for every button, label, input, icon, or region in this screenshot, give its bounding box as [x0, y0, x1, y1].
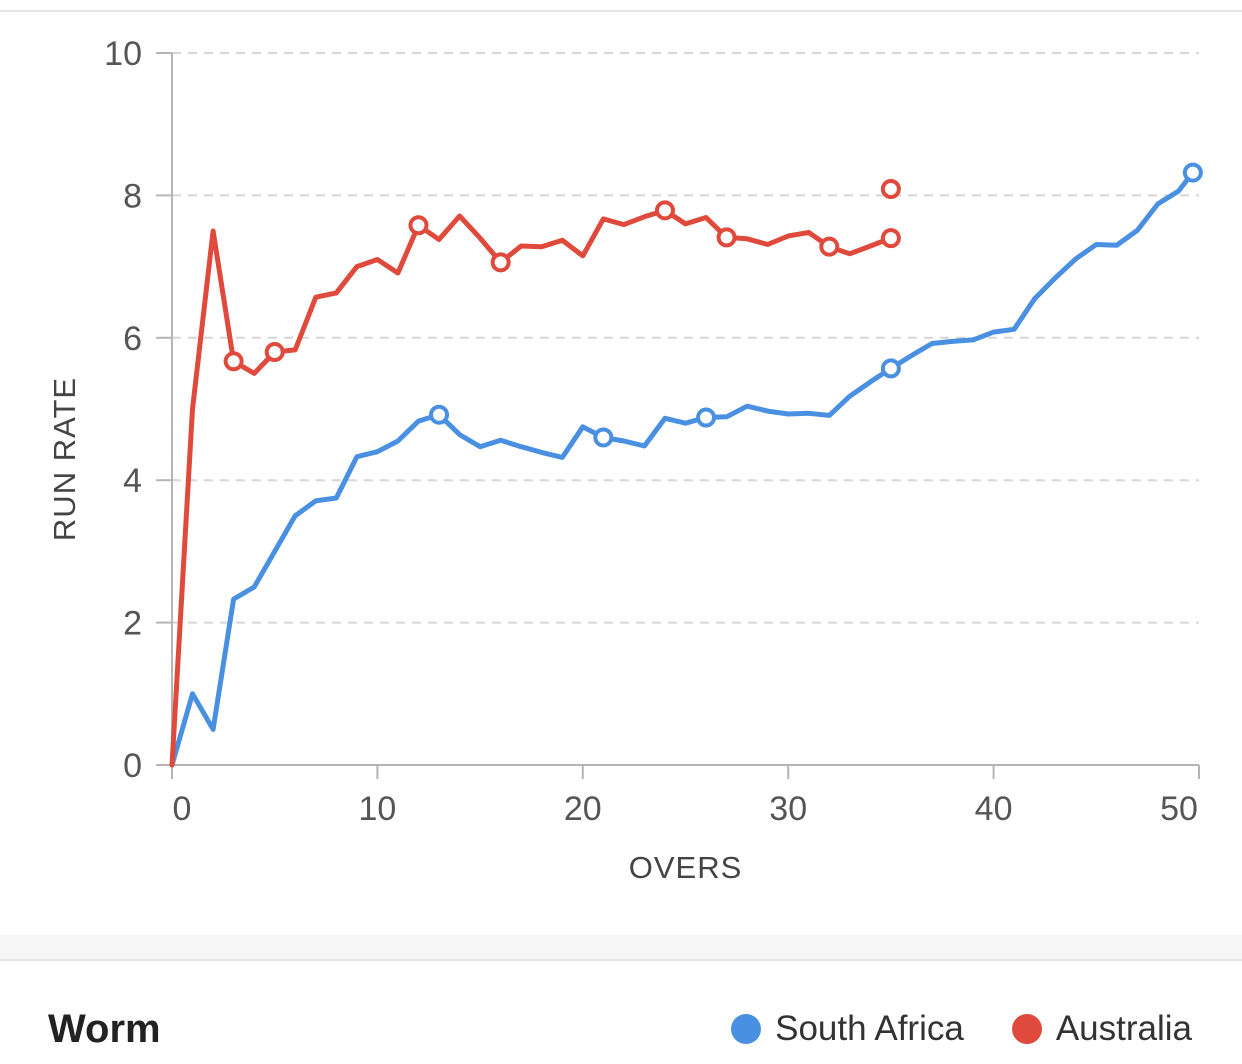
- y-axis-title: RUN RATE: [47, 377, 82, 541]
- y-tick-label: 2: [123, 605, 142, 643]
- series-line-australia: [169, 207, 894, 768]
- wicket-marker: [408, 215, 429, 236]
- wicket-marker: [654, 200, 675, 221]
- chart-title: Worm: [48, 1007, 161, 1051]
- chart-footer: Worm South Africa Australia: [0, 961, 1242, 1064]
- x-tick-label: 40: [975, 790, 1013, 828]
- wicket-marker: [490, 252, 511, 273]
- legend-item-australia[interactable]: Australia: [1011, 1009, 1192, 1049]
- series-line-south-africa: [169, 170, 1196, 768]
- y-tick-label: 4: [123, 462, 142, 500]
- wicket-marker: [264, 342, 285, 363]
- x-tick-label: 0: [173, 790, 192, 828]
- y-tick-label: 8: [123, 177, 142, 215]
- y-tick-label: 0: [123, 747, 142, 785]
- x-tick-label: 30: [769, 790, 807, 828]
- legend-dot-icon: [1011, 1014, 1042, 1044]
- legend: South Africa Australia: [683, 1009, 1192, 1049]
- legend-dot-icon: [731, 1014, 762, 1044]
- wicket-marker: [880, 228, 901, 249]
- top-border: [0, 0, 1242, 12]
- wicket-marker: [223, 351, 244, 372]
- y-tick-label: 10: [104, 35, 142, 73]
- legend-label: South Africa: [775, 1009, 964, 1048]
- chart-svg: 0 2 4 6 8 10 0 10 20 30 40 50 OVERS RUN RATE: [47, 35, 1203, 885]
- wicket-marker: [429, 404, 450, 425]
- wicket-marker: [880, 178, 901, 199]
- legend-item-south-africa[interactable]: South Africa: [731, 1009, 964, 1049]
- wicket-marker: [880, 358, 901, 379]
- y-tick-label: 6: [123, 320, 142, 358]
- x-tick-label: 20: [564, 790, 602, 828]
- wicket-marker: [593, 427, 614, 448]
- x-axis-title: OVERS: [629, 850, 743, 885]
- worm-chart: 0 2 4 6 8 10 0 10 20 30 40 50 OVERS RUN RATE: [47, 35, 1203, 885]
- legend-label: Australia: [1055, 1009, 1192, 1048]
- x-tick-label: 50: [1160, 790, 1198, 828]
- wicket-marker: [819, 236, 840, 257]
- wicket-marker: [716, 227, 737, 248]
- wicket-marker: [1182, 162, 1203, 183]
- section-separator: [0, 935, 1242, 961]
- x-tick-label: 10: [358, 790, 396, 828]
- wicket-marker: [696, 407, 717, 428]
